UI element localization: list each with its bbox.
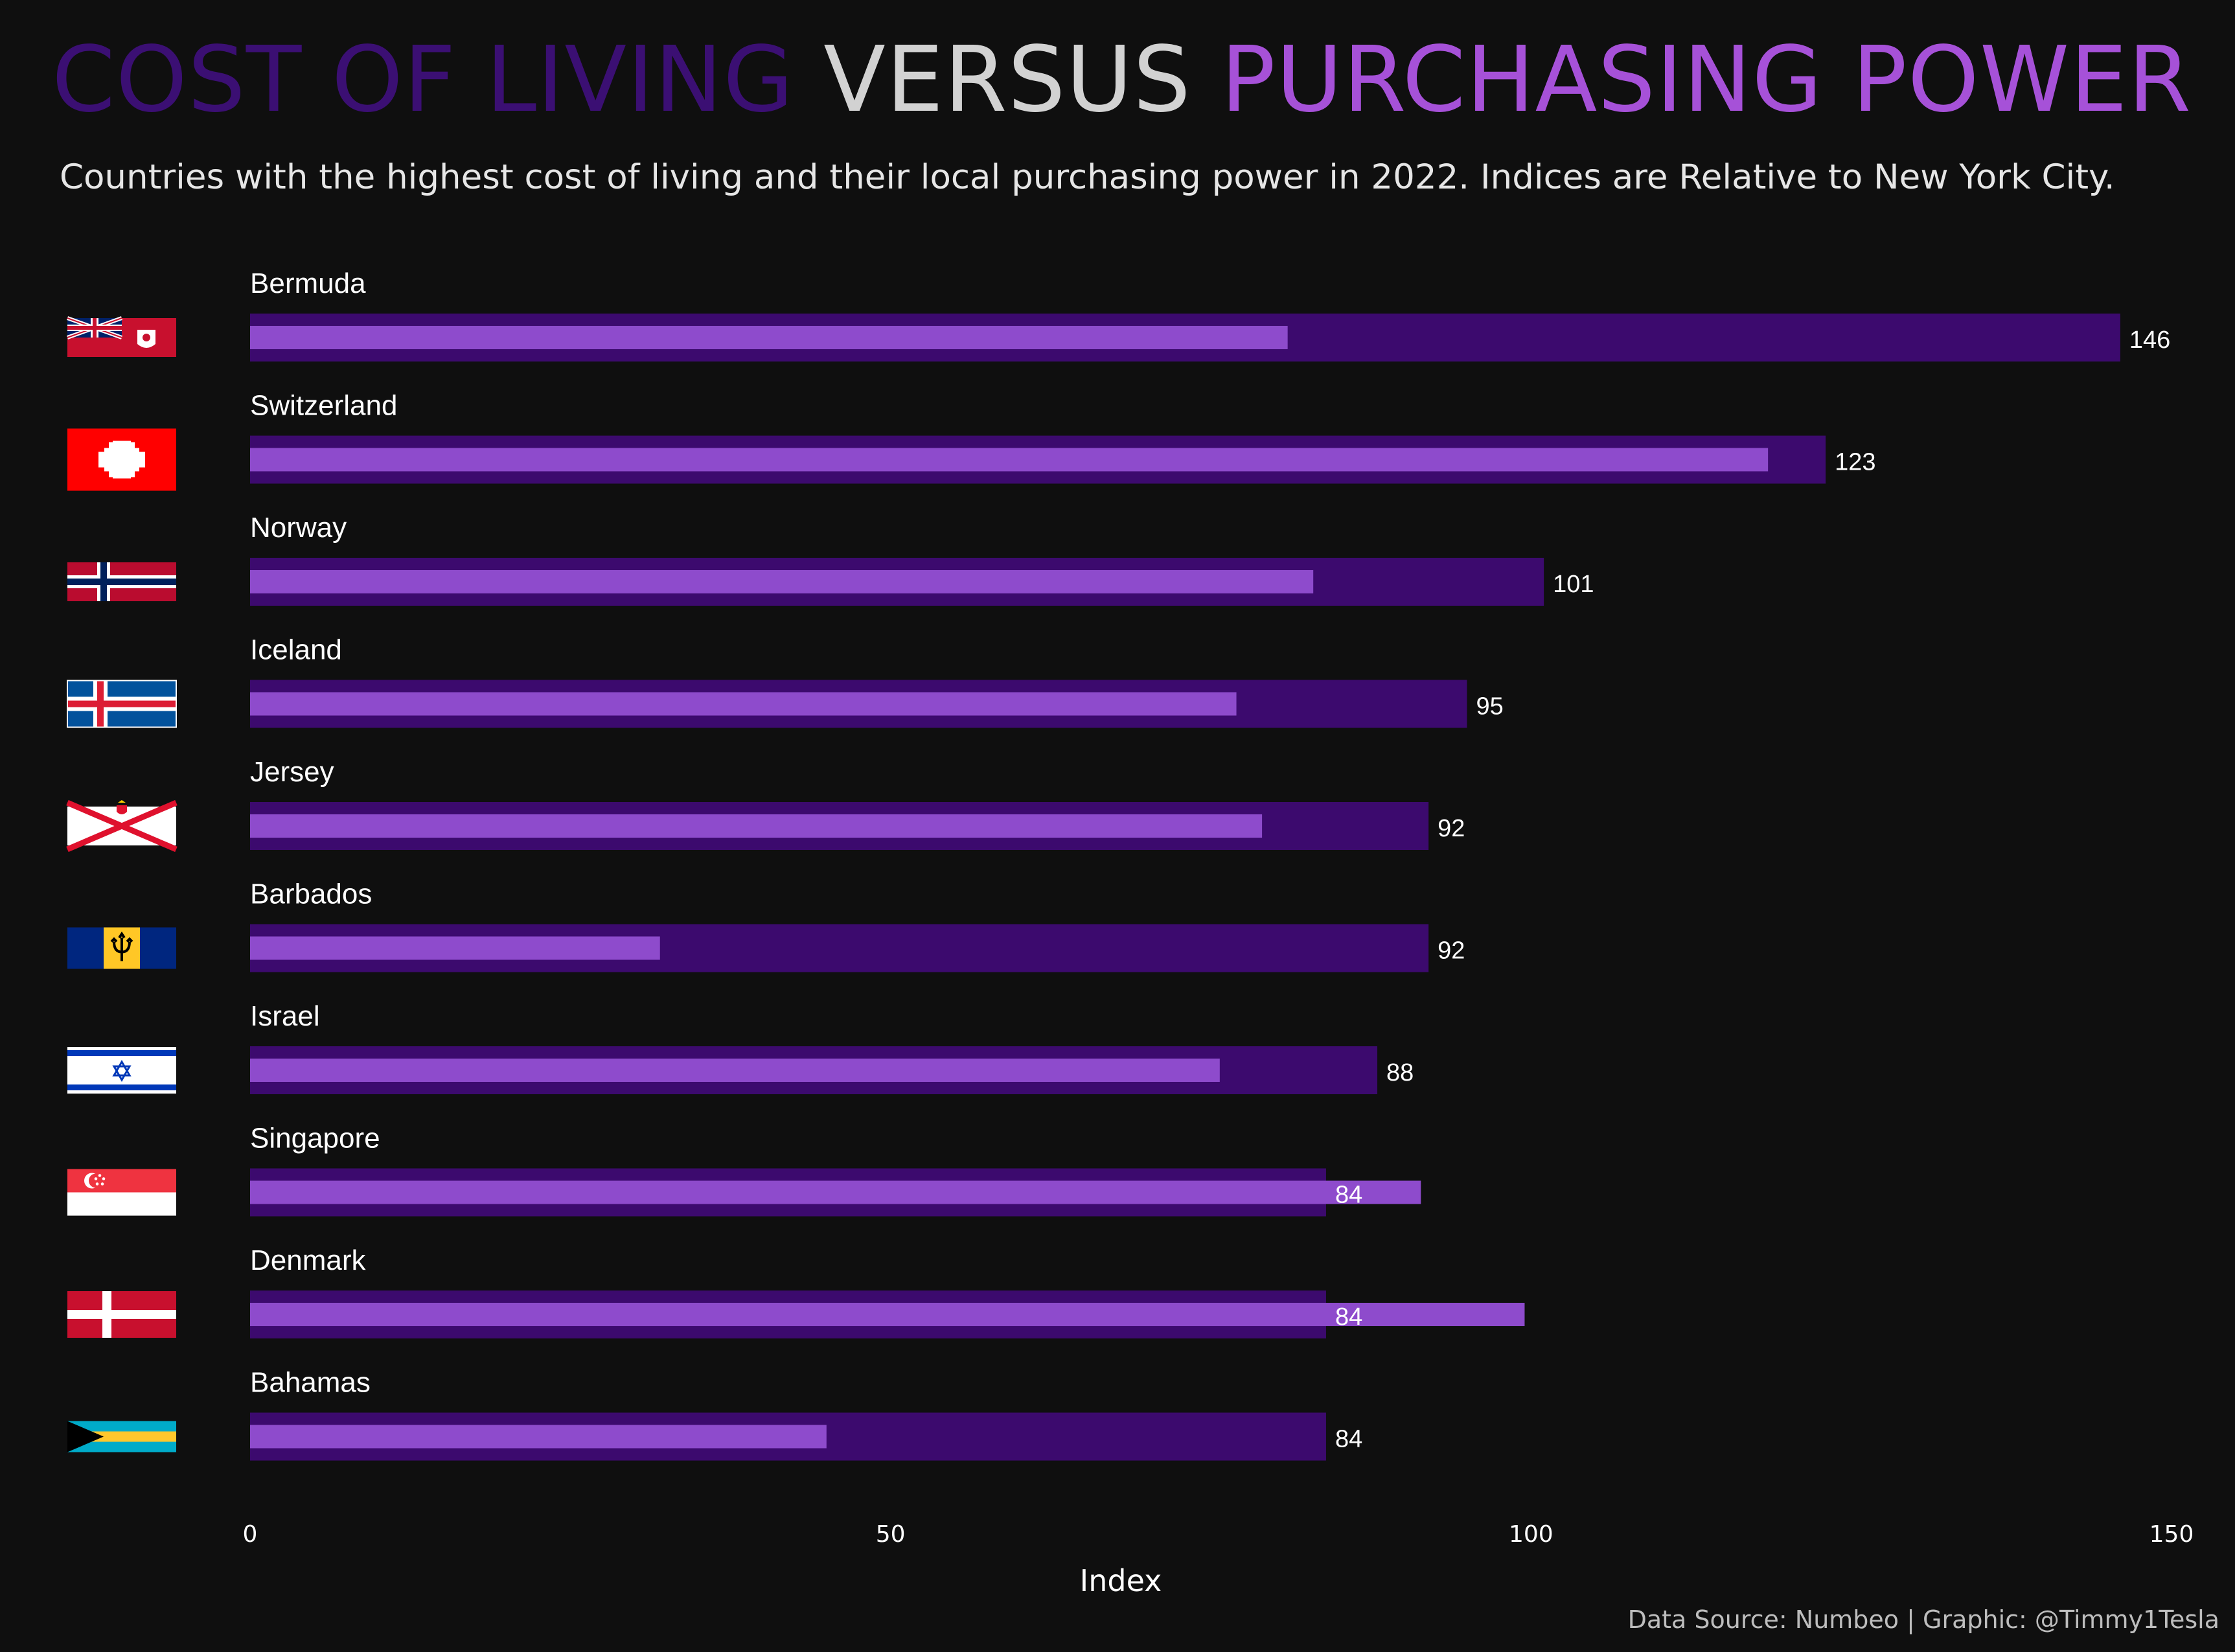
singapore-flag-icon	[67, 1169, 176, 1216]
value-label: 101	[1553, 571, 1594, 598]
value-label: 84	[1335, 1303, 1362, 1331]
value-label: 123	[1835, 449, 1875, 476]
barbados-flag-icon	[67, 927, 176, 969]
purchasing-power-bar	[250, 570, 1314, 593]
x-tick-label: 150	[2149, 1521, 2194, 1548]
country-label: Bahamas	[250, 1367, 371, 1399]
purchasing-power-bar	[250, 692, 1237, 716]
value-label: 84	[1335, 1426, 1362, 1453]
country-label: Barbados	[250, 878, 372, 910]
jersey-flag-icon	[66, 799, 178, 853]
iceland-flag-icon	[67, 680, 177, 728]
country-label: Jersey	[250, 756, 334, 788]
denmark-flag-icon	[67, 1291, 176, 1338]
value-label: 92	[1438, 815, 1465, 842]
data-source-credit: Data Source: Numbeo | Graphic: @Timmy1Te…	[1627, 1605, 2219, 1634]
title-versus: VERSUS	[823, 27, 1191, 133]
value-label: 88	[1386, 1059, 1414, 1086]
purchasing-power-bar	[250, 814, 1263, 838]
purchasing-power-bar	[250, 1425, 827, 1449]
value-label: 146	[2129, 327, 2170, 354]
switzerland-flag-icon	[67, 428, 176, 491]
bahamas-flag-icon	[67, 1421, 176, 1452]
title-purchasing-power: PURCHASING POWER	[1221, 27, 2192, 133]
country-label: Bermuda	[250, 268, 366, 299]
purchasing-power-bar	[250, 936, 660, 960]
x-tick-label: 0	[243, 1521, 258, 1548]
bermuda-flag-icon	[66, 316, 176, 357]
chart-subtitle: Countries with the highest cost of livin…	[60, 157, 2115, 197]
purchasing-power-bar	[250, 326, 1288, 349]
x-axis-label: Index	[1080, 1563, 1162, 1598]
value-label: 92	[1438, 937, 1465, 965]
value-label: 95	[1476, 693, 1503, 720]
purchasing-power-bar	[250, 1303, 1525, 1326]
value-label: 84	[1335, 1182, 1362, 1209]
purchasing-power-bar	[250, 1059, 1220, 1082]
country-label: Singapore	[250, 1123, 380, 1154]
israel-flag-icon	[67, 1047, 176, 1094]
x-tick-label: 100	[1509, 1521, 1553, 1548]
chart-title: COST OF LIVING VERSUS PURCHASING POWER	[52, 26, 2192, 135]
country-label: Israel	[250, 1000, 320, 1032]
title-cost-of-living: COST OF LIVING	[52, 27, 794, 133]
purchasing-power-bar	[250, 448, 1769, 472]
x-tick-label: 50	[876, 1521, 906, 1548]
country-label: Denmark	[250, 1245, 366, 1276]
norway-flag-icon	[67, 562, 176, 601]
country-label: Switzerland	[250, 390, 397, 422]
country-label: Iceland	[250, 634, 342, 666]
country-label: Norway	[250, 512, 347, 544]
purchasing-power-bar	[250, 1180, 1421, 1204]
